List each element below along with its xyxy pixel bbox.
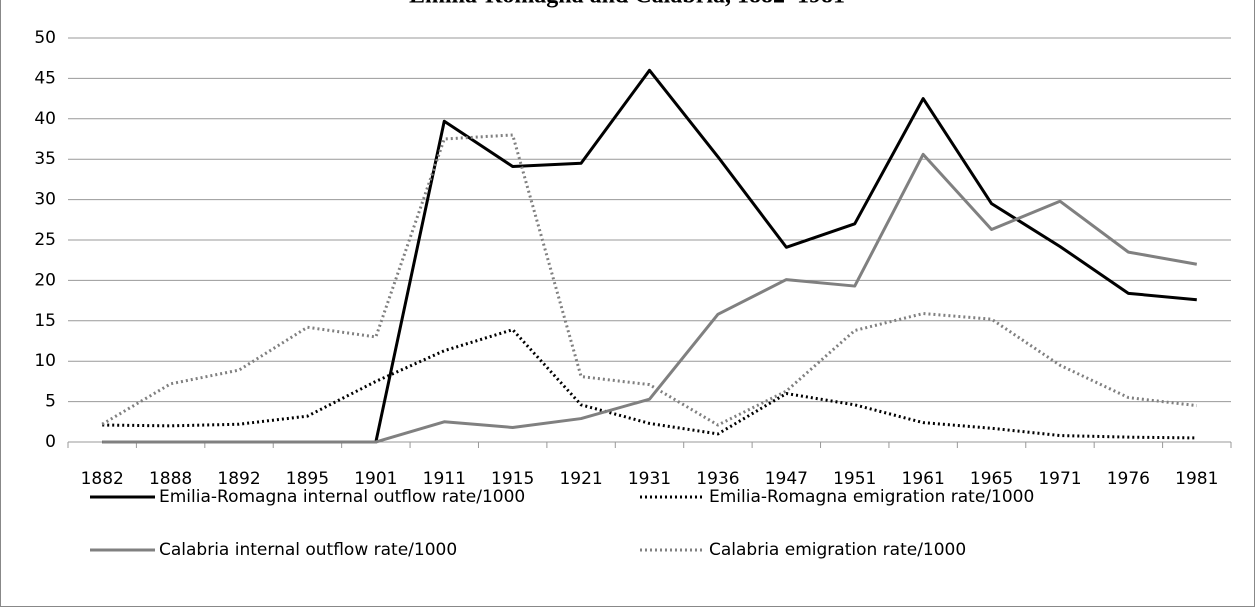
- y-tick-label: 25: [34, 230, 56, 250]
- y-tick-label: 20: [34, 270, 56, 290]
- y-tick-label: 35: [34, 149, 56, 169]
- x-tick-label: 1976: [1107, 469, 1150, 489]
- y-tick-label: 15: [34, 311, 56, 331]
- x-tick-label: 1895: [286, 469, 329, 489]
- series-line: [102, 152, 1198, 444]
- y-tick-label: 0: [45, 432, 56, 452]
- y-tick-label: 45: [34, 68, 56, 88]
- y-tick-label: 10: [34, 351, 56, 371]
- x-tick-label: 1892: [217, 469, 260, 489]
- x-tick-label: 1936: [696, 469, 739, 489]
- x-tick-label: 1947: [765, 469, 808, 489]
- series-line: [102, 68, 1197, 444]
- y-tick-label: 5: [45, 392, 56, 412]
- x-tick-label: 1971: [1038, 469, 1081, 489]
- y-tick-label: 40: [34, 109, 56, 129]
- x-tick-label: 1882: [81, 469, 124, 489]
- x-tick-label: 1915: [491, 469, 534, 489]
- legend-label: Calabria emigration rate/1000: [709, 540, 966, 560]
- x-tick-label: 1981: [1175, 469, 1218, 489]
- legend-label: Calabria internal outflow rate/1000: [159, 540, 457, 560]
- x-tick-label: 1901: [354, 469, 397, 489]
- series-line: [102, 328, 1197, 440]
- x-tick-label: 1951: [833, 469, 876, 489]
- x-tick-label: 1931: [628, 469, 671, 489]
- series-line: [101, 133, 1197, 427]
- y-tick-label: 30: [34, 190, 56, 210]
- x-tick-label: 1965: [970, 469, 1013, 489]
- legend-label: Emilia-Romagna emigration rate/1000: [709, 487, 1034, 507]
- x-tick-label: 1911: [423, 469, 466, 489]
- x-tick-label: 1888: [149, 469, 192, 489]
- chart-title: Emilia-Romagna and Calabria, 1882–1981: [409, 0, 845, 9]
- x-tick-label: 1961: [902, 469, 945, 489]
- y-tick-label: 50: [34, 28, 56, 48]
- x-tick-label: 1921: [559, 469, 602, 489]
- legend-label: Emilia-Romagna internal outflow rate/100…: [159, 487, 525, 507]
